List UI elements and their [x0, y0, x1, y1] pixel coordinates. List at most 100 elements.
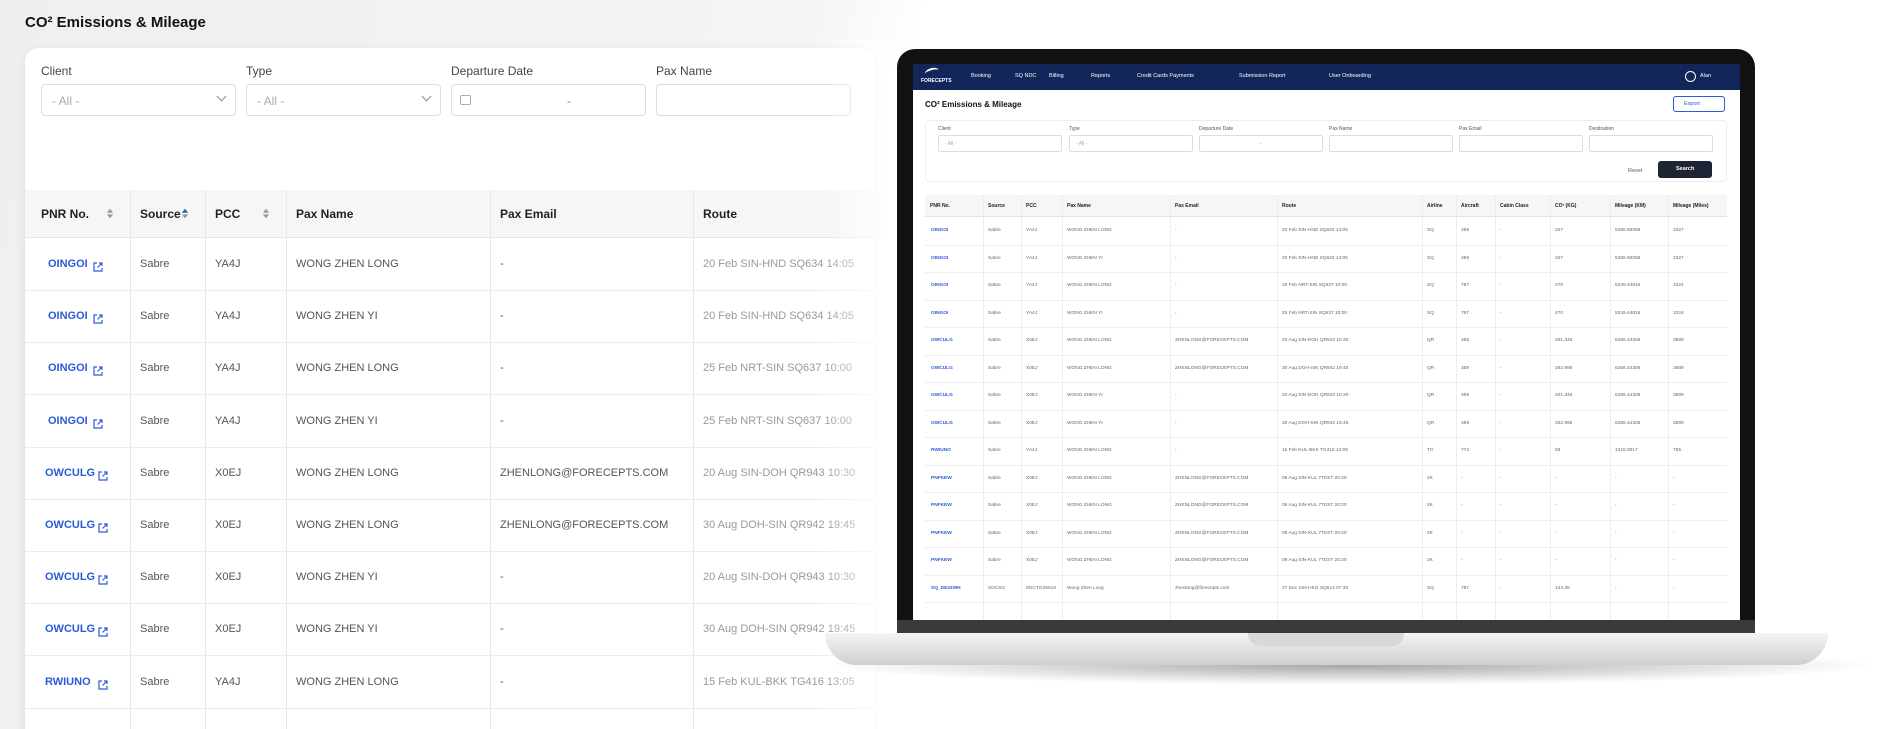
icon: [93, 314, 103, 324]
pnr-link[interactable]: OWCULG: [931, 420, 953, 426]
cell: Sabre: [140, 571, 170, 584]
cell: YA4J: [215, 414, 241, 427]
nav-item[interactable]: User Onboarding: [1329, 73, 1371, 79]
pnr-link[interactable]: OINGOI: [48, 414, 88, 427]
filter-input[interactable]: - All -: [938, 135, 1062, 152]
cell: -: [500, 675, 504, 688]
cell: 347: [1555, 228, 1564, 233]
pnr-link[interactable]: PNFKEW: [931, 530, 952, 536]
nav-item[interactable]: Booking: [971, 73, 991, 79]
external-link-icon: [93, 311, 103, 324]
nav-item[interactable]: SQ NDC: [1015, 73, 1037, 79]
pnr-link[interactable]: OINGOI: [931, 283, 949, 288]
pnr-link[interactable]: RWIUNO: [45, 675, 91, 688]
filter-input[interactable]: -: [1199, 135, 1323, 152]
cell: -: [1673, 530, 1675, 536]
filter-input[interactable]: [1459, 135, 1583, 152]
pnr-link[interactable]: OINGOI: [48, 258, 88, 270]
pnr-link[interactable]: OWCULG: [931, 365, 953, 371]
column-line: [1610, 195, 1611, 620]
pnr-link[interactable]: RWIUNO: [931, 448, 951, 453]
header-cell: Pax Email: [1175, 203, 1199, 209]
pnr-link[interactable]: OINGOI: [48, 310, 88, 323]
pnr-link[interactable]: PNFKEW: [931, 475, 952, 481]
cell: 15 Feb KUL-BKK TG416 13:05: [703, 675, 855, 688]
filter-input[interactable]: - All -: [41, 84, 236, 116]
pnr-link[interactable]: SQ_DE22WH: [931, 585, 961, 591]
nav-item[interactable]: Submission Report: [1239, 73, 1286, 79]
cell: WONG ZHEN LONG: [1067, 338, 1112, 343]
cell: -: [1615, 475, 1617, 481]
pnr-link[interactable]: OWCULG: [45, 519, 96, 531]
header-cell: Pax Name: [296, 207, 354, 221]
pnr-link[interactable]: OWCULG: [45, 623, 96, 636]
cell: Sabre: [988, 475, 1001, 481]
cell: -: [1175, 393, 1177, 398]
filter-input[interactable]: [1329, 135, 1453, 152]
filter-input[interactable]: [656, 84, 851, 116]
icon: [93, 262, 103, 272]
row-line: [925, 327, 1727, 328]
laptop-screen: FORECEPTS Booking SQ NDC Billing Reports Cred…: [913, 64, 1740, 620]
row-line: [25, 290, 875, 291]
filter-input[interactable]: - All -: [246, 84, 441, 116]
cell: -: [1175, 420, 1177, 426]
cell: 2K: [1427, 530, 1433, 536]
column-line: [1550, 195, 1551, 620]
cell: -: [1461, 558, 1463, 563]
pnr-link[interactable]: OWCULG: [45, 571, 96, 584]
row-line: [25, 342, 875, 344]
filter-input[interactable]: -: [451, 84, 646, 116]
sort-icon: [181, 206, 189, 219]
nav-item[interactable]: Reports: [1091, 73, 1111, 79]
pnr-link[interactable]: OWCULG: [931, 393, 953, 398]
cell: -: [1500, 338, 1502, 343]
filter-label: Client: [41, 64, 72, 78]
cell: 2K: [1427, 475, 1433, 481]
search-button[interactable]: Search: [1658, 161, 1712, 178]
filter-input[interactable]: [1589, 135, 1713, 152]
zoom-card: Client - All - Type - All - Departure Date - P…: [25, 48, 875, 729]
pnr-link[interactable]: PNFKEW: [931, 503, 952, 508]
cell: Sabre: [140, 519, 170, 531]
header-cell: Source: [140, 207, 181, 221]
pnr-link[interactable]: OWCULG: [931, 338, 953, 343]
header-cell: Source: [988, 203, 1005, 209]
export-button[interactable]: Export: [1673, 96, 1725, 112]
cell: 347: [1555, 255, 1564, 261]
nav-item[interactable]: Credit Cards Payments: [1137, 73, 1194, 79]
laptop-notch: [1248, 633, 1404, 646]
filter-label: Type: [246, 64, 273, 78]
cell: Sabre: [988, 338, 1001, 343]
row-line: [925, 602, 1727, 603]
cell: -: [1461, 530, 1463, 536]
cell: 144.35: [1555, 585, 1570, 591]
nav-item[interactable]: Billing: [1049, 73, 1064, 79]
pnr-link[interactable]: OWCULG: [45, 466, 96, 479]
cell: X0EJ: [215, 519, 242, 531]
row-line: [925, 437, 1727, 438]
cell: QR: [1427, 393, 1435, 398]
reset-button[interactable]: Reset: [1628, 168, 1643, 174]
icon: [98, 627, 108, 637]
cell: YA4J: [1026, 283, 1038, 288]
cell: Sabre: [140, 310, 170, 323]
pnr-link[interactable]: OINGOI: [931, 228, 949, 233]
pnr-link[interactable]: OINGOI: [48, 362, 88, 375]
cell: 3889: [1673, 365, 1684, 371]
filter-input[interactable]: - All -: [1069, 135, 1193, 152]
row-line: [25, 498, 875, 500]
filter-label: Pax Email: [1459, 126, 1482, 132]
column-line: [286, 190, 287, 729]
cell: -: [1500, 475, 1502, 481]
filter-label: Departure Date: [1199, 126, 1234, 132]
user-name[interactable]: Alan: [1700, 73, 1712, 79]
cell: -: [500, 362, 504, 375]
pnr-link[interactable]: OINGOI: [931, 255, 949, 261]
pnr-link[interactable]: OINGOI: [931, 310, 949, 316]
select-value: - All -: [945, 141, 957, 147]
date-separator: -: [1260, 141, 1262, 147]
cell: -: [1673, 558, 1675, 563]
external-link-icon: [93, 259, 103, 272]
pnr-link[interactable]: PNFKEW: [931, 558, 952, 563]
